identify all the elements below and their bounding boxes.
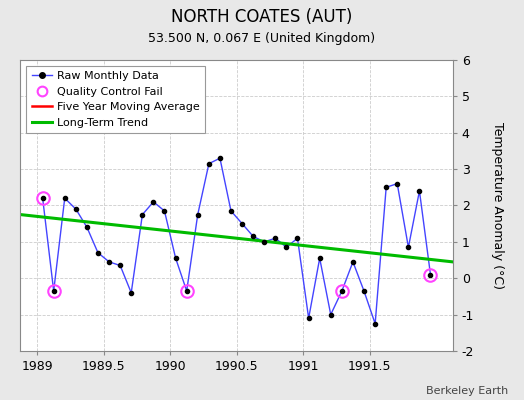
- Text: Berkeley Earth: Berkeley Earth: [426, 386, 508, 396]
- Y-axis label: Temperature Anomaly (°C): Temperature Anomaly (°C): [491, 122, 504, 289]
- Legend: Raw Monthly Data, Quality Control Fail, Five Year Moving Average, Long-Term Tren: Raw Monthly Data, Quality Control Fail, …: [26, 66, 205, 133]
- Text: NORTH COATES (AUT): NORTH COATES (AUT): [171, 8, 353, 26]
- Text: 53.500 N, 0.067 E (United Kingdom): 53.500 N, 0.067 E (United Kingdom): [148, 32, 376, 45]
